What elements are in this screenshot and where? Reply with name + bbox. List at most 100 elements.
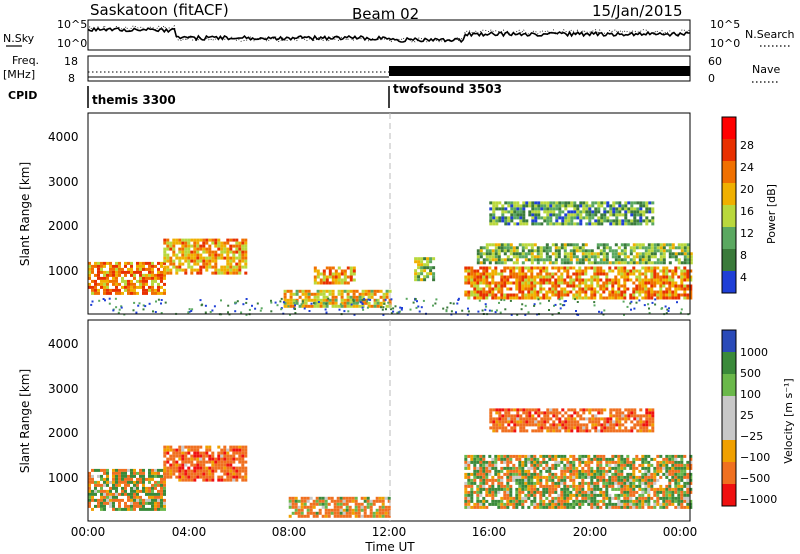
power-cell	[193, 259, 197, 263]
velocity-cell	[617, 505, 621, 509]
velocity-cell	[378, 499, 382, 503]
velocity-cell	[497, 490, 501, 494]
power-colorbar-swatch	[722, 205, 736, 227]
power-cell	[470, 284, 474, 288]
power-cell	[494, 252, 498, 256]
velocity-cell	[345, 514, 349, 518]
velocity-cell	[572, 475, 576, 479]
velocity-cell	[509, 454, 513, 458]
power-cell	[491, 278, 495, 282]
power-cell	[434, 302, 437, 305]
velocity-cell	[644, 454, 648, 458]
velocity-cell	[560, 460, 564, 464]
velocity-cell	[605, 460, 609, 464]
power-cell	[169, 244, 173, 248]
velocity-cell	[536, 481, 540, 485]
power-cell	[346, 295, 350, 299]
power-cell	[181, 262, 185, 266]
power-cell	[497, 261, 501, 265]
power-cell	[492, 216, 496, 220]
velocity-cell	[644, 484, 648, 488]
velocity-cell	[602, 478, 606, 482]
power-cbar-tick-12: 12	[740, 227, 754, 240]
velocity-cell	[142, 486, 145, 490]
power-cell	[367, 304, 371, 308]
velocity-cell	[501, 423, 505, 427]
velocity-cell	[193, 478, 197, 482]
velocity-cell	[572, 484, 576, 488]
power-cell	[394, 305, 397, 308]
power-cell	[644, 296, 648, 300]
velocity-cell	[178, 478, 182, 482]
vel-cbar-tick-100: 100	[740, 388, 761, 401]
velocity-cell	[504, 411, 508, 415]
power-cell	[373, 292, 377, 296]
power-cell	[546, 207, 550, 211]
power-cell	[630, 222, 634, 226]
velocity-cell	[575, 472, 579, 476]
velocity-cell	[626, 454, 630, 458]
power-cell	[229, 238, 233, 242]
power-cell	[584, 290, 588, 294]
velocity-cell	[608, 478, 612, 482]
velocity-cell	[342, 514, 346, 518]
power-cell	[674, 284, 678, 288]
velocity-cell	[609, 411, 613, 415]
velocity-cell	[602, 502, 606, 506]
velocity-cell	[629, 460, 633, 464]
velocity-cell	[632, 478, 636, 482]
velocity-cell	[506, 463, 510, 467]
velocity-cell	[489, 426, 493, 430]
velocity-cell	[519, 426, 523, 430]
velocity-cell	[584, 490, 588, 494]
power-cell	[118, 267, 121, 271]
velocity-cell	[244, 451, 248, 455]
velocity-cell	[542, 484, 546, 488]
velocity-cell	[615, 423, 619, 427]
power-cell	[576, 301, 579, 303]
power-cell	[163, 241, 167, 245]
velocity-cell	[220, 448, 224, 452]
velocity-cell	[632, 487, 636, 491]
velocity-cell	[467, 481, 471, 485]
power-cell	[112, 267, 115, 271]
power-cell	[594, 213, 598, 217]
power-cell	[384, 298, 387, 301]
velocity-cell	[130, 477, 133, 481]
velocity-cell	[581, 454, 585, 458]
velocity-cell	[473, 490, 477, 494]
power-cell	[542, 278, 546, 282]
power-cell	[630, 219, 634, 223]
velocity-cell	[629, 478, 633, 482]
velocity-cell	[124, 474, 127, 478]
power-cell	[467, 275, 471, 279]
velocity-cell	[527, 457, 531, 461]
velocity-cell	[530, 466, 534, 470]
power-cell	[199, 259, 203, 263]
power-cell	[686, 252, 690, 256]
velocity-cell	[467, 502, 471, 506]
velocity-cell	[645, 420, 649, 424]
power-cell	[220, 247, 224, 251]
velocity-cell	[680, 502, 684, 506]
velocity-cell	[617, 496, 621, 500]
velocity-cell	[629, 475, 633, 479]
power-cell	[163, 273, 166, 277]
velocity-cell	[324, 499, 328, 503]
power-cell	[151, 264, 154, 268]
velocity-cell	[611, 481, 615, 485]
velocity-cell	[623, 475, 627, 479]
power-cell	[569, 278, 573, 282]
velocity-cell	[671, 502, 675, 506]
velocity-cell	[106, 477, 109, 481]
power-cell	[518, 284, 522, 288]
velocity-cell	[169, 454, 173, 458]
velocity-cell	[582, 426, 586, 430]
velocity-cell	[100, 474, 103, 478]
velocity-cell	[557, 499, 561, 503]
power-cell	[597, 219, 601, 223]
power-cell	[142, 267, 145, 271]
power-cell	[567, 210, 571, 214]
power-cell	[313, 275, 317, 279]
velocity-cell	[548, 478, 552, 482]
